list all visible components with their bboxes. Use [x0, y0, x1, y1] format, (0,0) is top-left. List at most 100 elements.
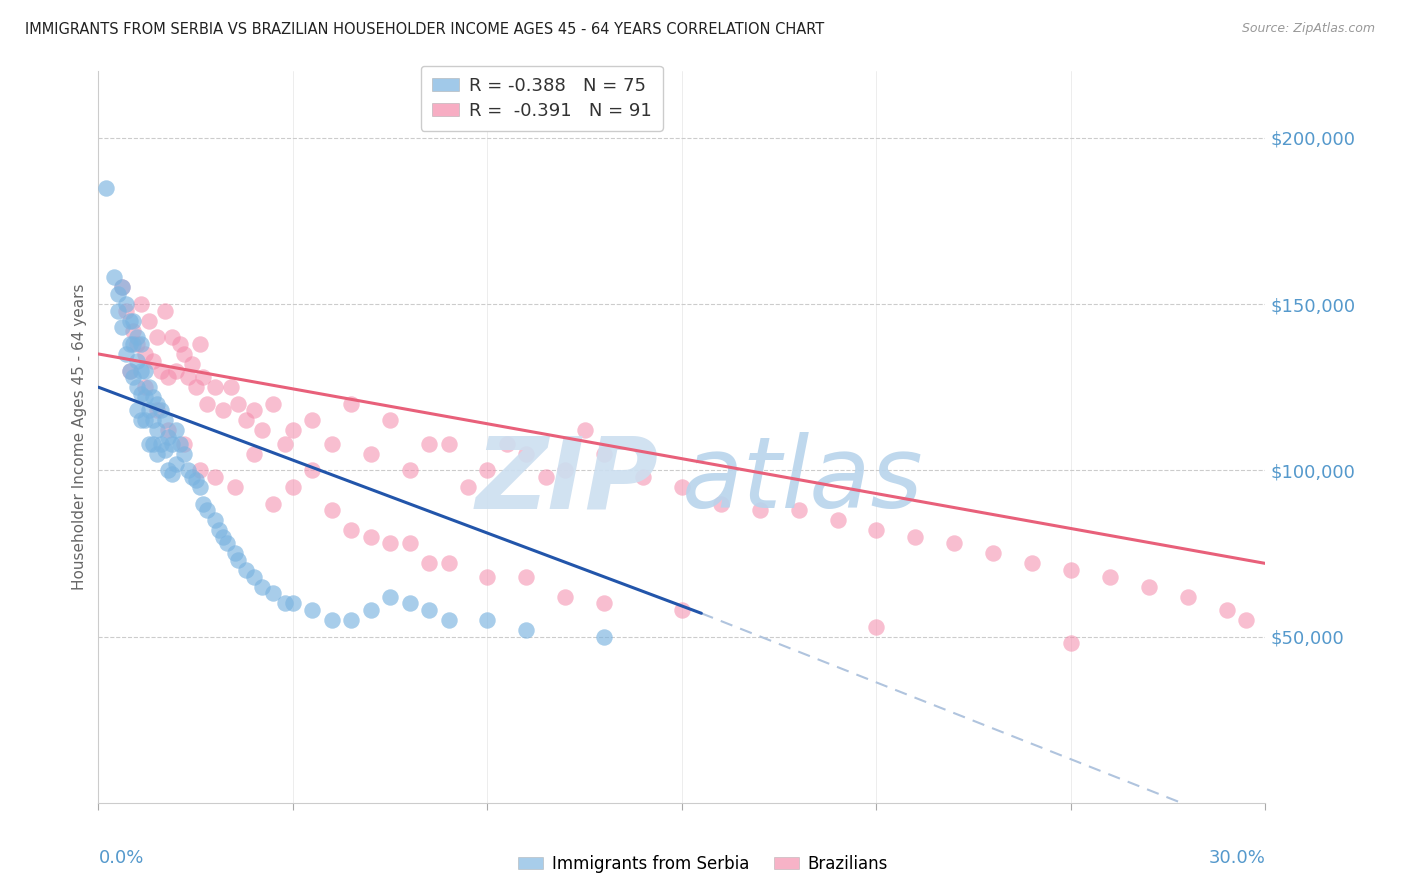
Point	[177, 463, 200, 477]
Point	[1098, 570, 1121, 584]
Point	[118, 337, 141, 351]
Point	[515, 447, 537, 461]
Point	[173, 447, 195, 461]
Point	[281, 424, 304, 438]
Point	[134, 347, 156, 361]
Point	[1215, 603, 1237, 617]
Point	[574, 424, 596, 438]
Point	[204, 513, 226, 527]
Point	[301, 603, 323, 617]
Point	[177, 370, 200, 384]
Point	[103, 270, 125, 285]
Point	[224, 546, 246, 560]
Point	[193, 370, 215, 384]
Point	[162, 436, 184, 450]
Point	[111, 280, 134, 294]
Point	[142, 390, 165, 404]
Point	[243, 403, 266, 417]
Point	[301, 413, 323, 427]
Point	[380, 590, 402, 604]
Point	[437, 436, 460, 450]
Point	[180, 470, 202, 484]
Point	[340, 523, 363, 537]
Point	[146, 424, 169, 438]
Point	[107, 287, 129, 301]
Point	[865, 619, 887, 633]
Point	[173, 347, 195, 361]
Point	[165, 424, 187, 438]
Point	[188, 463, 211, 477]
Point	[321, 503, 343, 517]
Text: ZIP: ZIP	[475, 433, 658, 530]
Point	[162, 330, 184, 344]
Text: Source: ZipAtlas.com: Source: ZipAtlas.com	[1241, 22, 1375, 36]
Point	[157, 463, 180, 477]
Point	[228, 553, 250, 567]
Point	[235, 413, 257, 427]
Point	[380, 413, 402, 427]
Point	[418, 436, 440, 450]
Point	[360, 603, 382, 617]
Point	[129, 297, 152, 311]
Point	[219, 380, 242, 394]
Point	[274, 596, 297, 610]
Point	[301, 463, 323, 477]
Point	[165, 457, 187, 471]
Point	[122, 337, 145, 351]
Point	[111, 320, 134, 334]
Point	[149, 436, 172, 450]
Point	[437, 613, 460, 627]
Point	[235, 563, 257, 577]
Point	[129, 387, 152, 401]
Point	[418, 557, 440, 571]
Point	[243, 570, 266, 584]
Point	[748, 503, 770, 517]
Point	[477, 570, 499, 584]
Point	[593, 447, 616, 461]
Point	[134, 363, 156, 377]
Point	[169, 337, 191, 351]
Point	[515, 623, 537, 637]
Point	[981, 546, 1004, 560]
Point	[262, 497, 284, 511]
Point	[146, 403, 169, 417]
Point	[1021, 557, 1043, 571]
Point	[96, 180, 118, 194]
Point	[215, 536, 238, 550]
Point	[534, 470, 557, 484]
Point	[671, 603, 693, 617]
Legend: R = -0.388   N = 75, R =  -0.391   N = 91: R = -0.388 N = 75, R = -0.391 N = 91	[420, 66, 664, 130]
Point	[1137, 580, 1160, 594]
Point	[477, 463, 499, 477]
Point	[129, 363, 152, 377]
Point	[380, 536, 402, 550]
Point	[134, 380, 156, 394]
Point	[129, 337, 152, 351]
Point	[250, 580, 273, 594]
Point	[173, 436, 195, 450]
Point	[360, 447, 382, 461]
Point	[127, 403, 149, 417]
Point	[118, 314, 141, 328]
Point	[153, 443, 176, 458]
Point	[142, 353, 165, 368]
Point	[142, 413, 165, 427]
Point	[224, 480, 246, 494]
Point	[111, 280, 134, 294]
Point	[418, 603, 440, 617]
Point	[114, 297, 136, 311]
Point	[188, 480, 211, 494]
Point	[157, 430, 180, 444]
Point	[340, 397, 363, 411]
Point	[1060, 636, 1083, 650]
Point	[165, 363, 187, 377]
Point	[118, 363, 141, 377]
Text: 0.0%: 0.0%	[98, 849, 143, 867]
Point	[593, 630, 616, 644]
Point	[188, 337, 211, 351]
Point	[146, 397, 169, 411]
Point	[118, 363, 141, 377]
Point	[149, 403, 172, 417]
Point	[193, 497, 215, 511]
Point	[1060, 563, 1083, 577]
